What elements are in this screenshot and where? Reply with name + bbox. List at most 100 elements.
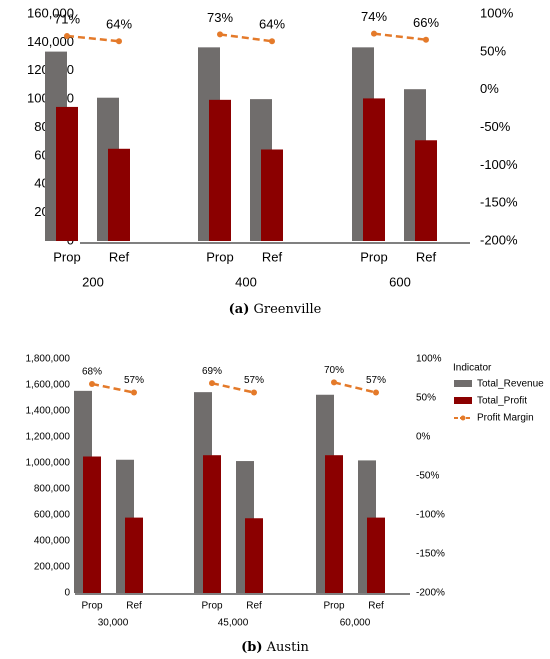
chart-1-subcategory-label: Prop (206, 249, 233, 264)
chart-2-caption: (b) Austin (241, 640, 309, 655)
chart-1-margin-data-label: 66% (413, 15, 439, 30)
chart-1-margin-data-label: 74% (361, 9, 387, 24)
chart-1-margin-data-label: 64% (259, 17, 285, 32)
chart-2-margin-line (211, 381, 255, 394)
chart-1-y-tick-label: 160,000 (27, 5, 74, 20)
chart-1-caption-text: Greenville (249, 302, 321, 317)
chart-2-margin-data-label: 57% (124, 375, 144, 386)
chart-1-group-label: 600 (389, 274, 411, 289)
chart-1-margin-data-label: 64% (106, 17, 132, 32)
chart-1-y2-tick-label: 100% (480, 5, 514, 20)
chart-1-y2-tick-label: -150% (480, 195, 518, 210)
chart-2-group-label: 45,000 (218, 618, 249, 629)
chart-2-profit-bar (245, 518, 263, 593)
chart-2-caption-text: Austin (263, 640, 310, 655)
chart-1-margin-line (66, 34, 120, 43)
legend-title: Indicator (453, 363, 492, 374)
chart-2-subcategory-label: Prop (323, 601, 345, 612)
chart-1-margin-point (371, 30, 377, 37)
chart-1-caption: (a) Greenville (229, 302, 322, 317)
chart-2-margin-data-label: 70% (324, 365, 344, 376)
chart-2-margin-data-label: 68% (82, 367, 102, 378)
chart-2-margin-point (331, 379, 337, 386)
chart-1-margin-point (217, 31, 223, 38)
chart-2-margin-point (373, 389, 379, 396)
chart-2-y-tick-label: 400,000 (34, 536, 71, 547)
chart-1-y-tick-label: 140,000 (27, 34, 74, 49)
chart-1-profit-bar (209, 99, 231, 241)
legend-swatch-revenue (454, 380, 472, 387)
chart-1-margin-line (219, 33, 273, 43)
chart-1-caption-letter: (a) (229, 302, 250, 317)
legend-swatch-margin-point (460, 415, 466, 421)
chart-2-margin-point (251, 389, 257, 396)
chart-2-profit-bar (203, 455, 221, 593)
chart-1-subcategory-label: Prop (360, 249, 387, 264)
chart-2-group-label: 30,000 (98, 618, 129, 629)
chart-2-margin-data-label: 69% (202, 366, 222, 377)
legend-label-profit: Total_Profit (477, 396, 527, 407)
chart-1-subcategory-label: Ref (262, 249, 283, 264)
chart-1-y2-tick-label: 50% (480, 43, 506, 58)
legend-label-margin: Profit Margin (477, 413, 534, 424)
chart-1-y2-tick-label: -50% (480, 119, 511, 134)
chart-2-y2-tick-label: -50% (416, 471, 439, 482)
chart-2-y-tick-label: 1,400,000 (26, 406, 71, 417)
chart-1-group-label: 400 (235, 274, 257, 289)
chart-2-y-tick-label: 200,000 (34, 562, 71, 573)
chart-2-subcategory-label: Prop (81, 601, 103, 612)
chart-2-subcategory-label: Ref (368, 601, 384, 612)
chart-2-y2-tick-label: 50% (416, 393, 436, 404)
chart-1-y2-tick-label: 0% (480, 81, 499, 96)
chart-2-y-tick-label: 1,000,000 (26, 458, 71, 469)
chart-2-y-tick-label: 1,800,000 (26, 354, 71, 365)
chart-1-profit-bar (363, 98, 385, 242)
chart-1-profit-bar (108, 148, 130, 241)
chart-1-y2-tick-label: -200% (480, 232, 518, 247)
chart-2-y2-tick-label: 0% (416, 432, 431, 443)
chart-2-caption-letter: (b) (241, 640, 262, 655)
chart-1-margin-line (373, 32, 427, 41)
chart-2-y-tick-label: 0 (64, 588, 70, 599)
chart-1-subcategory-label: Prop (53, 249, 80, 264)
chart-2-subcategory-label: Ref (126, 601, 142, 612)
chart-2-y-tick-label: 800,000 (34, 484, 71, 495)
legend-label-revenue: Total_Revenue (477, 379, 544, 390)
chart-2-y2-tick-label: -100% (416, 510, 445, 521)
chart-2-y-tick-label: 1,600,000 (26, 380, 71, 391)
chart-2-y2-tick-label: -200% (416, 588, 445, 599)
chart-2-profit-bar (83, 456, 101, 593)
chart-2-y2-tick-label: 100% (416, 354, 442, 365)
chart-2-margin-line (91, 382, 135, 394)
chart-1-subcategory-label: Ref (109, 249, 130, 264)
chart-2-group-label: 60,000 (340, 618, 371, 629)
chart-1-group-label: 200 (82, 274, 104, 289)
chart-1-margin-point (64, 32, 70, 39)
chart-1-margin-data-label: 73% (207, 10, 233, 25)
chart-2-profit-bar (367, 517, 385, 593)
chart-2-margin-data-label: 57% (366, 375, 386, 386)
chart-2-margin-data-label: 57% (244, 375, 264, 386)
chart-2-margin-line (333, 381, 377, 394)
chart-1-profit-bar (261, 149, 283, 241)
chart-1-margin-point (269, 38, 275, 45)
chart-2-subcategory-label: Prop (201, 601, 223, 612)
chart-2-y-tick-label: 1,200,000 (26, 432, 71, 443)
chart-1-profit-bar (415, 140, 437, 241)
chart-2-subcategory-label: Ref (246, 601, 262, 612)
legend-swatch-profit (454, 397, 472, 404)
chart-1-margin-data-label: 71% (54, 11, 80, 26)
chart-2-y-tick-label: 600,000 (34, 510, 71, 521)
chart-2-margin-point (89, 380, 95, 387)
chart-2-profit-bar (125, 517, 143, 593)
chart-1-profit-bar (56, 106, 78, 241)
chart-2-y2-tick-label: -150% (416, 549, 445, 560)
chart-1-y2-tick-label: -100% (480, 157, 518, 172)
chart-2-margin-point (209, 380, 215, 387)
chart-1-margin-point (423, 36, 429, 43)
chart-2-profit-bar (325, 455, 343, 593)
chart-1-margin-point (116, 38, 122, 45)
chart-1-subcategory-label: Ref (416, 249, 437, 264)
chart-2-margin-point (131, 389, 137, 396)
